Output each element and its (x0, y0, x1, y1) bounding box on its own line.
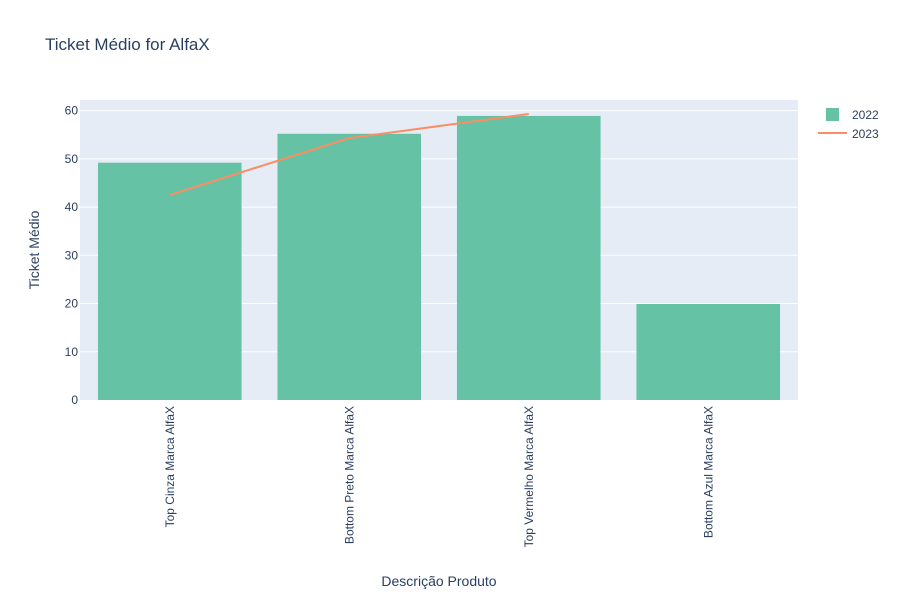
y-tick-label: 60 (65, 104, 79, 118)
y-axis-title: Ticket Médio (26, 210, 42, 289)
legend-swatch-2022 (826, 108, 839, 121)
x-tick-label: Bottom Preto Marca AlfaX (342, 406, 356, 544)
y-tick-label: 10 (65, 345, 79, 359)
x-axis-ticks: Top Cinza Marca AlfaX Bottom Preto Marca … (163, 406, 716, 547)
legend: 2022 2023 (818, 108, 879, 141)
x-tick-label: Bottom Azul Marca AlfaX (701, 406, 715, 538)
legend-item-2023[interactable]: 2023 (818, 127, 879, 141)
y-axis-ticks: 0 10 20 30 40 50 60 (65, 104, 79, 407)
y-tick-label: 40 (65, 200, 79, 214)
legend-label-2023: 2023 (852, 127, 879, 141)
bar-2022-4[interactable] (636, 304, 781, 400)
x-axis-title: Descrição Produto (381, 573, 496, 589)
bar-series-2022 (97, 115, 781, 401)
bar-2022-2[interactable] (277, 133, 422, 400)
x-tick-label: Top Vermelho Marca AlfaX (522, 406, 536, 547)
y-tick-label: 50 (65, 152, 79, 166)
bar-2022-1[interactable] (97, 162, 242, 400)
bar-2022-3[interactable] (456, 115, 601, 401)
chart-title: Ticket Médio for AlfaX (45, 35, 210, 54)
y-tick-label: 20 (65, 297, 79, 311)
legend-label-2022: 2022 (852, 108, 879, 122)
line-series-2023 (169, 112, 529, 196)
legend-item-2022[interactable]: 2022 (826, 108, 879, 122)
x-tick-label: Top Cinza Marca AlfaX (163, 406, 177, 527)
plot-area (80, 100, 798, 401)
y-tick-label: 30 (65, 248, 79, 262)
y-tick-label: 0 (71, 393, 78, 407)
